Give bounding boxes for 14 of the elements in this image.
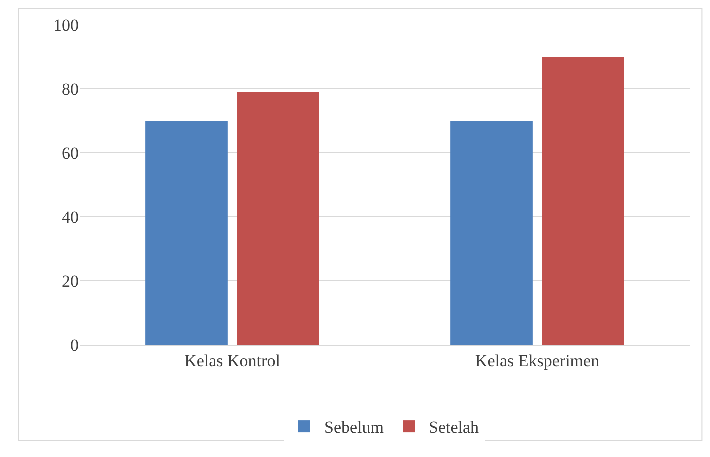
y-tick-label: 20 xyxy=(62,272,79,291)
x-tick-label: Kelas Kontrol xyxy=(184,351,281,370)
bar xyxy=(542,57,624,345)
legend-label: Setelah xyxy=(429,418,480,438)
bar xyxy=(237,92,320,345)
y-tick-label: 60 xyxy=(62,144,79,163)
y-tick-label: 40 xyxy=(62,208,79,227)
bar xyxy=(146,121,228,345)
y-tick-label: 0 xyxy=(70,336,79,355)
bar xyxy=(450,121,533,345)
x-tick-label: Kelas Eksperimen xyxy=(475,351,600,370)
y-tick-label: 80 xyxy=(62,80,79,99)
y-tick-label: 100 xyxy=(54,16,79,35)
legend-label: Sebelum xyxy=(324,418,384,438)
